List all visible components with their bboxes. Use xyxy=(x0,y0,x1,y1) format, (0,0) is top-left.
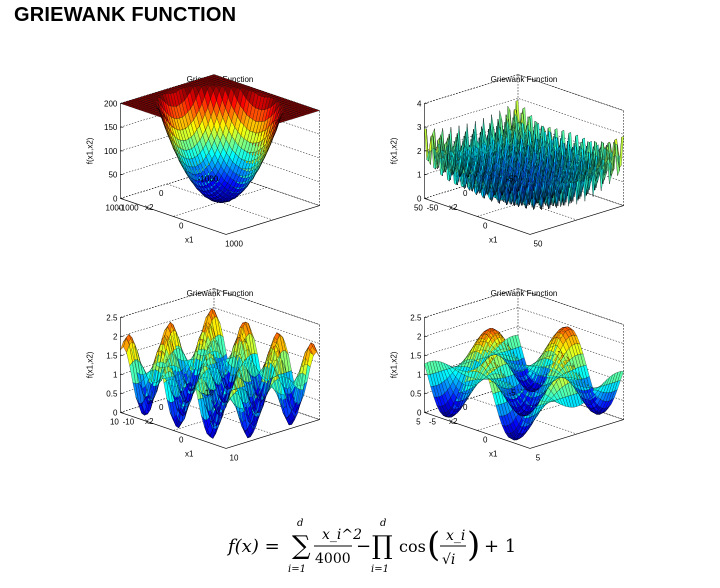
grid-line xyxy=(424,345,624,382)
grid-line xyxy=(424,326,624,363)
surface xyxy=(424,326,624,441)
surface-patch xyxy=(313,344,320,358)
x1-tick-label: -50 xyxy=(427,203,439,212)
axes-front xyxy=(120,412,320,449)
axes-front xyxy=(120,198,320,235)
z-tick-label: 3 xyxy=(417,123,422,132)
surface-plot-svg: Griewank Function00.511.522.5f(x1,x2)50-… xyxy=(389,288,624,462)
z-tick-label: 2 xyxy=(417,147,422,156)
surface xyxy=(119,74,321,203)
grid-line xyxy=(424,288,624,325)
grid-line xyxy=(120,169,320,206)
axis-line-x xyxy=(120,198,227,235)
x1-axis-label: x1 xyxy=(489,235,498,244)
z-tick-label: 1 xyxy=(113,370,118,379)
x2-axis-label: x2 xyxy=(145,203,154,212)
z-axis-label: f(x1,x2) xyxy=(389,137,398,164)
z-tick-label: 2.5 xyxy=(106,313,118,322)
page-title: GRIEWANK FUNCTION xyxy=(14,4,237,26)
grid-line xyxy=(424,307,624,344)
x1-tick-label: 1000 xyxy=(225,239,243,248)
x1-tick-label: 0 xyxy=(483,221,488,230)
z-axis: 0 1 2 3 4 xyxy=(417,99,428,203)
x1-axis: -50 0 50 xyxy=(427,203,543,248)
grid-line xyxy=(424,74,624,111)
z-tick-label: 0 xyxy=(417,194,422,203)
surface-plot-svg: Griewank Function050100150200f(x1,x2)100… xyxy=(85,74,321,248)
axis-line-x xyxy=(424,198,531,235)
axis-line-y xyxy=(225,205,320,235)
surface-patch xyxy=(313,109,321,112)
x2-tick-label: -10 xyxy=(202,389,214,398)
z-tick-label: 1.5 xyxy=(106,351,118,360)
surface-plot-svg: Griewank Function00.511.522.5f(x1,x2)100… xyxy=(85,288,320,462)
x1-axis-label: x1 xyxy=(185,235,194,244)
x1-tick-label: -1000 xyxy=(118,203,139,212)
grid-line xyxy=(120,145,320,183)
x1-tick-label: 0 xyxy=(179,221,184,230)
chart-panel-4: Griewank Function 0 0.5 1 1.5 2 2.5 f(x1,x2) 5 0-… xyxy=(362,286,682,496)
axes-front xyxy=(424,198,624,235)
z-tick-label: 0 xyxy=(113,408,118,417)
z-axis: 0 0.5 1 1.5 2 2.5 xyxy=(106,313,124,417)
x2-tick-label: -1000 xyxy=(198,175,219,184)
grid-line xyxy=(517,288,624,325)
grid-line xyxy=(167,183,273,221)
surface xyxy=(120,308,320,439)
surface xyxy=(424,100,624,210)
x2-tick-label: 0 xyxy=(463,189,468,198)
grid-line xyxy=(120,307,320,344)
x1-axis: -10 0 10 xyxy=(123,417,239,462)
chart-panel-1: Griewank Function050100150200f(x1,x2)100… xyxy=(58,72,378,282)
grid-line xyxy=(120,288,320,325)
x2-axis: 500-50 xyxy=(414,175,518,213)
z-axis-label: f(x1,x2) xyxy=(85,137,94,164)
chart-title: Griewank Function xyxy=(187,289,254,298)
axis-line-x xyxy=(120,412,227,449)
z-tick-label: 2 xyxy=(113,332,118,341)
z-tick-label: 150 xyxy=(104,123,118,132)
x1-axis-label: x1 xyxy=(185,449,194,458)
x1-tick-label: 0 xyxy=(179,435,184,444)
grid-line xyxy=(424,169,624,206)
x2-axis: 100-10 xyxy=(110,389,214,427)
x1-tick-label: 50 xyxy=(534,239,543,248)
x1-tick-label: -10 xyxy=(123,417,135,426)
chart-panel-3: Griewank Function 0 0.5 1 1.5 2 2.5 f(x1,x2) 10 0… xyxy=(58,286,378,496)
grid-line xyxy=(120,121,320,159)
chart-title: Griewank Function xyxy=(491,289,558,298)
chart-panel-2: Griewank Function 0 1 2 3 4 f(x1,x2) 50 0 -50 x2 -5… xyxy=(362,72,682,282)
x2-tick-label: 10 xyxy=(110,417,119,426)
grid-line xyxy=(517,74,624,111)
x2-tick-label: 0 xyxy=(159,189,164,198)
x2-tick-label: 50 xyxy=(414,203,423,212)
axis-line-y xyxy=(529,205,624,235)
surface-plot-svg: Griewank Function01234f(x1,x2)500-50x2-5… xyxy=(389,74,624,248)
z-tick-label: 100 xyxy=(104,147,118,156)
x2-tick-label: 1000 xyxy=(106,203,124,212)
z-tick-label: 0 xyxy=(113,194,118,203)
x2-tick-label: 0 xyxy=(159,403,164,412)
z-tick-label: 1 xyxy=(417,171,422,180)
x2-axis-label: x2 xyxy=(145,417,154,426)
chart-title: Griewank Function xyxy=(491,75,558,84)
grid-line xyxy=(424,98,624,135)
z-tick-label: 50 xyxy=(108,171,117,180)
x1-tick-label: 10 xyxy=(230,453,239,462)
z-tick-label: 4 xyxy=(417,99,422,108)
grid-line xyxy=(120,98,320,135)
axis-line-y xyxy=(225,419,320,449)
z-axis-label: f(x1,x2) xyxy=(85,351,94,378)
x2-tick-label: -50 xyxy=(506,175,518,184)
grid-line xyxy=(471,397,577,435)
x1-axis: -1000 0 1000 xyxy=(118,203,243,248)
z-axis: 0 50 100 150 200 xyxy=(104,99,124,203)
surface-patch xyxy=(619,135,624,169)
z-tick-label: 200 xyxy=(104,99,118,108)
x2-axis-label: x2 xyxy=(449,203,458,212)
grid-line xyxy=(213,288,320,325)
z-tick-label: 0.5 xyxy=(106,389,118,398)
